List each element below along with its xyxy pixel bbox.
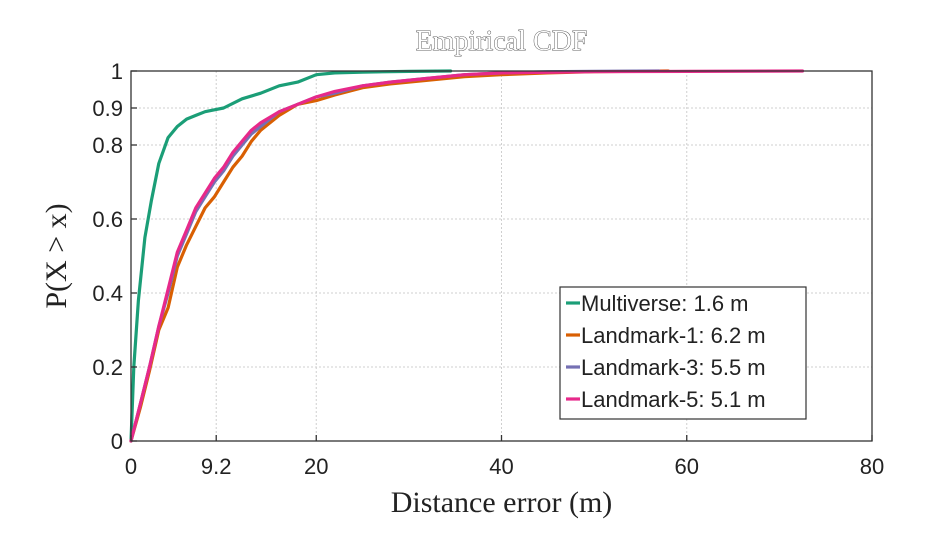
y-tick-label: 0.8 xyxy=(92,133,123,158)
legend-label: Landmark-1: 6.2 m xyxy=(581,323,766,348)
legend-label: Landmark-5: 5.1 m xyxy=(581,387,766,412)
legend-label: Landmark-3: 5.5 m xyxy=(581,355,766,380)
x-tick-label: 80 xyxy=(860,454,884,479)
legend-label: Multiverse: 1.6 m xyxy=(581,291,749,316)
y-tick-label: 0.2 xyxy=(92,355,123,380)
series-line xyxy=(129,69,453,443)
y-tick-label: 0.9 xyxy=(92,96,123,121)
y-axis-title: P(X > x) xyxy=(40,203,73,308)
y-tick-label: 0.4 xyxy=(92,281,123,306)
legend-box xyxy=(559,286,807,420)
legend: Multiverse: 1.6 m Landmark-1: 6.2 m Landma… xyxy=(559,286,807,420)
x-tick-label: 40 xyxy=(489,454,513,479)
y-tick-label: 1 xyxy=(111,59,123,84)
x-tick-label: 60 xyxy=(675,454,699,479)
series-lines xyxy=(129,69,805,443)
axis-ticks: 0 9.2 20 40 60 80 0 0.2 0.4 0.6 0.8 0.9 1 xyxy=(92,59,884,479)
series-line xyxy=(129,69,805,443)
x-tick-label: 9.2 xyxy=(201,454,232,479)
x-axis-title: Distance error (m) xyxy=(391,486,613,519)
series-line xyxy=(129,69,670,443)
x-tick-label: 20 xyxy=(304,454,328,479)
chart-title: Empirical CDF xyxy=(416,26,588,57)
y-tick-label: 0 xyxy=(111,429,123,454)
x-tick-label: 0 xyxy=(125,454,137,479)
y-tick-label: 0.6 xyxy=(92,207,123,232)
